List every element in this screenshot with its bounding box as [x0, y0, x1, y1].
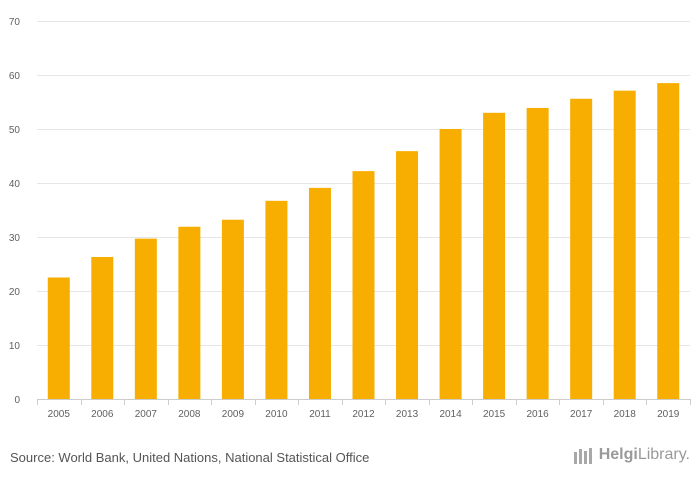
bar-2008: [178, 226, 201, 399]
helgi-library-logo: Helgi Library.: [573, 446, 690, 464]
x-tick-label: 2006: [91, 409, 114, 420]
x-tick-label: 2019: [657, 409, 680, 420]
x-tick-label: 2007: [135, 409, 158, 420]
x-tick-label: 2017: [570, 409, 593, 420]
x-tick-label: 2011: [309, 409, 331, 420]
x-tick-label: 2010: [265, 409, 288, 420]
bar-2012: [352, 171, 375, 399]
y-tick-label: 10: [9, 341, 21, 352]
x-tick-label: 2008: [178, 409, 201, 420]
bar-2013: [396, 151, 419, 399]
x-tick-label: 2016: [527, 409, 550, 420]
x-axis-ticks: 2005 2006 2007 2008 2009 2010 2011 2012 2013 2014…: [37, 399, 691, 420]
x-tick-label: 2014: [439, 409, 462, 420]
bar-2007: [134, 238, 157, 399]
bar-2005: [47, 277, 70, 399]
y-tick-label: 20: [9, 287, 21, 298]
x-tick-label: 2012: [352, 409, 375, 420]
y-tick-label: 60: [9, 71, 21, 82]
logo-text-helgi: Helgi: [598, 446, 638, 463]
y-tick-label: 50: [9, 125, 21, 136]
bar-2018: [613, 90, 636, 399]
bar-2017: [570, 98, 593, 399]
library-icon: [573, 448, 592, 464]
source-note: Source: World Bank, United Nations, Nati…: [10, 450, 370, 465]
bar-2015: [483, 112, 506, 400]
bar-2010: [265, 200, 288, 399]
x-tick-label: 2009: [222, 409, 245, 420]
bars: [47, 83, 680, 400]
bar-2014: [439, 129, 462, 399]
bar-2019: [657, 83, 680, 399]
y-tick-label: 40: [9, 179, 21, 190]
bar-chart: 0 10 20 30 40 50 60 70 2005 2006 2007 2008 2009 2010…: [9, 17, 691, 420]
bar-2011: [308, 187, 331, 399]
bar-2009: [221, 219, 244, 399]
x-tick-label: 2018: [614, 409, 637, 420]
logo-text-library: Library.: [637, 446, 690, 463]
x-tick-label: 2015: [483, 409, 506, 420]
y-axis-ticks: 0 10 20 30 40 50 60 70: [9, 17, 21, 406]
bar-2006: [91, 256, 114, 399]
y-tick-label: 0: [14, 395, 20, 406]
x-tick-label: 2005: [48, 409, 71, 420]
x-tick-label: 2013: [396, 409, 419, 420]
bar-2016: [526, 107, 549, 399]
y-tick-label: 70: [9, 17, 21, 28]
y-tick-label: 30: [9, 233, 21, 244]
